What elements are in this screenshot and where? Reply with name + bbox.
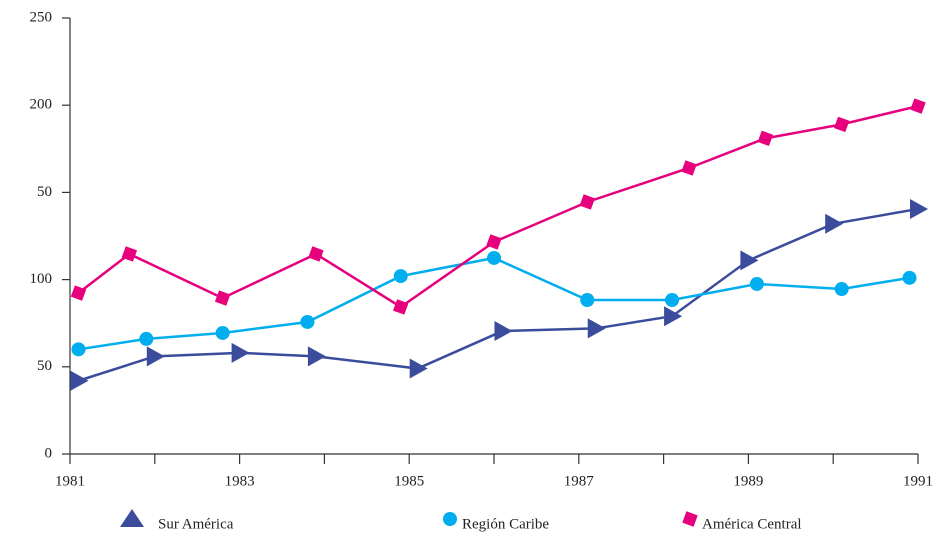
series-line	[78, 207, 919, 382]
marker	[580, 293, 595, 308]
marker	[393, 299, 409, 315]
y-tick-label: 100	[30, 271, 53, 287]
marker	[825, 213, 844, 234]
marker	[393, 269, 408, 284]
marker	[681, 160, 697, 176]
x-tick-label: 1981	[55, 473, 85, 489]
marker	[71, 342, 86, 357]
y-tick-label: 0	[45, 445, 53, 461]
marker	[146, 346, 165, 367]
marker	[215, 325, 230, 340]
legend-label: Sur América	[158, 516, 234, 532]
legend-label: América Central	[702, 516, 802, 532]
series-line	[77, 104, 919, 309]
marker	[308, 246, 324, 262]
x-tick-label: 1989	[733, 473, 763, 489]
legend-label: Región Caribe	[462, 516, 549, 532]
y-tick-label: 50	[37, 358, 52, 374]
legend-marker	[443, 512, 457, 526]
y-tick-label: 250	[30, 9, 53, 25]
marker	[300, 314, 315, 329]
marker	[664, 306, 683, 327]
marker	[740, 250, 759, 271]
marker	[834, 282, 849, 297]
marker	[910, 98, 926, 114]
legend-marker	[120, 509, 144, 527]
marker	[902, 270, 917, 285]
marker	[231, 342, 250, 363]
x-tick-label: 1987	[564, 473, 595, 489]
marker	[487, 250, 501, 265]
marker	[307, 346, 326, 367]
marker	[587, 318, 606, 339]
x-tick-label: 1983	[225, 473, 255, 489]
marker	[579, 194, 595, 210]
marker	[214, 290, 231, 306]
x-tick-label: 1985	[394, 473, 424, 489]
marker	[757, 130, 774, 147]
marker	[139, 331, 154, 346]
legend-marker	[682, 511, 698, 527]
marker	[409, 358, 428, 379]
marker	[833, 116, 850, 133]
marker	[70, 285, 87, 301]
marker	[494, 321, 513, 342]
y-tick-label: 50	[37, 184, 52, 200]
marker	[121, 246, 138, 262]
marker	[910, 198, 928, 219]
y-tick-label: 200	[30, 97, 53, 113]
marker	[70, 370, 89, 391]
marker	[486, 234, 502, 250]
x-tick-label: 1991	[903, 473, 933, 489]
marker	[749, 276, 764, 291]
marker	[665, 293, 680, 308]
